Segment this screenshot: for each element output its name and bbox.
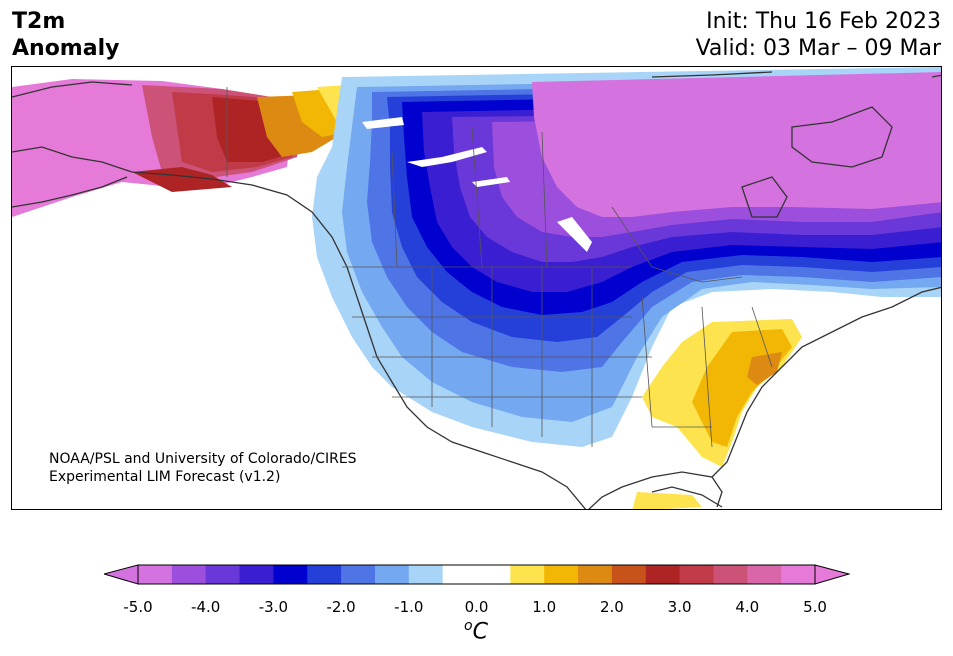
colorbar-tick-label: -4.0 (191, 598, 221, 616)
credit-line2: Experimental LIM Forecast (v1.2) (49, 469, 281, 485)
colorbar-cell (171, 565, 207, 584)
colorbar-tick-label: 1.0 (532, 598, 557, 616)
colorbar-cell (273, 565, 308, 584)
colorbar-cell (747, 565, 782, 584)
colorbar-tick-label: -2.0 (326, 598, 356, 616)
colorbar-cell (578, 565, 613, 584)
map-canvas (12, 67, 941, 509)
valid-date: Valid: 03 Mar – 09 Mar (695, 36, 941, 61)
colorbar-over-triangle (814, 564, 850, 585)
borders (226, 87, 773, 448)
colorbar-cell (341, 565, 376, 584)
colorbar-tick-label: 3.0 (667, 598, 692, 616)
colorbar-tick-label: 4.0 (735, 598, 760, 616)
colorbar-cells (138, 565, 816, 584)
colorbar-cell (781, 565, 816, 584)
canada-us-anomaly (312, 67, 941, 447)
colorbar-cell (476, 565, 511, 584)
colorbar-cell (645, 565, 681, 584)
colorbar-tick-label: 2.0 (599, 598, 624, 616)
colorbar-cell (713, 565, 748, 584)
colorbar (104, 564, 850, 585)
colorbar-cell (374, 565, 410, 584)
colorbar-tick-label: -1.0 (394, 598, 424, 616)
colorbar-tick-label: 5.0 (803, 598, 827, 616)
colorbar-cell (611, 565, 647, 584)
credit-line1: NOAA/PSL and University of Colorado/CIRE… (49, 451, 357, 467)
colorbar-cell (679, 565, 715, 584)
colorbar-outline (137, 564, 816, 585)
coastlines (12, 71, 941, 509)
colorbar-cell (239, 565, 274, 584)
colorbar-cell (544, 565, 579, 584)
colorbar-cell (307, 565, 342, 584)
colorbar-cell (510, 565, 545, 584)
colorbar-under-triangle (104, 564, 139, 585)
colorbar-tick-label: 0.0 (464, 598, 489, 616)
anomaly-map: NOAA/PSL and University of Colorado/CIRE… (11, 66, 942, 510)
credit-text: NOAA/PSL and University of Colorado/CIRE… (49, 450, 357, 486)
colorbar-cell (408, 565, 444, 584)
init-date: Init: Thu 16 Feb 2023 (706, 9, 941, 34)
colorbar-tick-label: -3.0 (258, 598, 289, 616)
forecast-dates: Init: Thu 16 Feb 2023 Valid: 03 Mar – 09… (696, 8, 941, 62)
colorbar-tick-label: -5.0 (123, 598, 153, 616)
title-line1: T2m (12, 9, 66, 34)
map-title: T2m Anomaly (12, 8, 119, 62)
colorbar-units: oC (464, 618, 488, 645)
southeast-anomaly (632, 319, 802, 509)
title-line2: Anomaly (12, 36, 120, 61)
colorbar-cell (138, 565, 173, 584)
colorbar-cell (205, 565, 241, 584)
lakes (362, 117, 592, 252)
colorbar-cell (442, 565, 478, 584)
